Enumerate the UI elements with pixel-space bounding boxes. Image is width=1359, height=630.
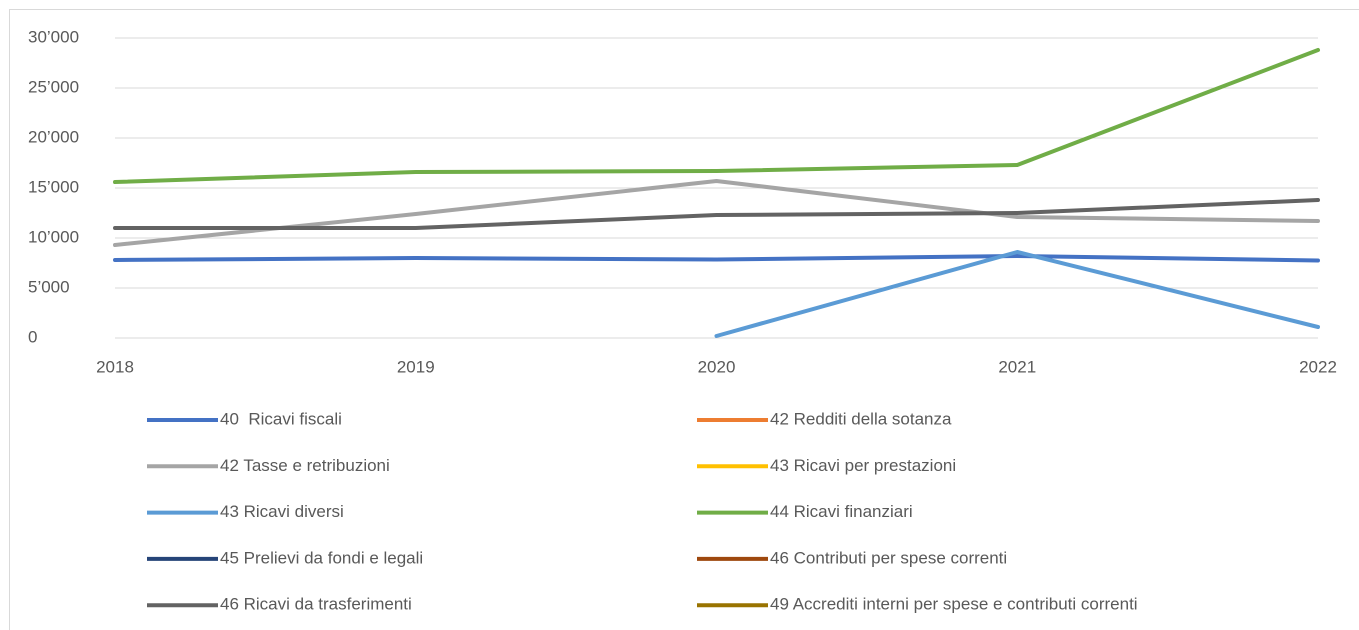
legend-label: 46 Contributi per spese correnti bbox=[770, 548, 1007, 567]
y-tick-label: 5’000 bbox=[28, 277, 70, 296]
series-line bbox=[113, 179, 1320, 247]
legend-label: 42 Tasse e retribuzioni bbox=[220, 456, 390, 475]
legend-label: 40 Ricavi fiscali bbox=[220, 409, 342, 428]
y-tick-label: 25’000 bbox=[28, 77, 79, 96]
x-tick-label: 2019 bbox=[397, 357, 435, 376]
x-tick-label: 2018 bbox=[96, 357, 134, 376]
chart-frame bbox=[9, 9, 1359, 630]
legend-label: 43 Ricavi per prestazioni bbox=[770, 456, 956, 475]
legend-label: 46 Ricavi da trasferimenti bbox=[220, 595, 412, 614]
x-tick-label: 2022 bbox=[1299, 357, 1337, 376]
legend-label: 45 Prelievi da fondi e legali bbox=[220, 548, 423, 567]
legend-label: 43 Ricavi diversi bbox=[220, 502, 344, 521]
x-tick-label: 2020 bbox=[698, 357, 736, 376]
y-tick-label: 15’000 bbox=[28, 177, 79, 196]
series-line bbox=[714, 250, 1320, 338]
legend-label: 44 Ricavi finanziari bbox=[770, 502, 913, 521]
x-tick-label: 2021 bbox=[998, 357, 1036, 376]
y-tick-label: 10’000 bbox=[28, 227, 79, 246]
series-line bbox=[113, 198, 1320, 230]
legend-label: 49 Accrediti interni per spese e contrib… bbox=[770, 595, 1138, 614]
legend-label: 42 Redditi della sotanza bbox=[770, 409, 952, 428]
y-tick-label: 0 bbox=[28, 327, 37, 346]
series-line bbox=[113, 254, 1320, 263]
series-line bbox=[113, 48, 1320, 184]
y-tick-label: 20’000 bbox=[28, 127, 79, 146]
y-tick-label: 30’000 bbox=[28, 27, 79, 46]
